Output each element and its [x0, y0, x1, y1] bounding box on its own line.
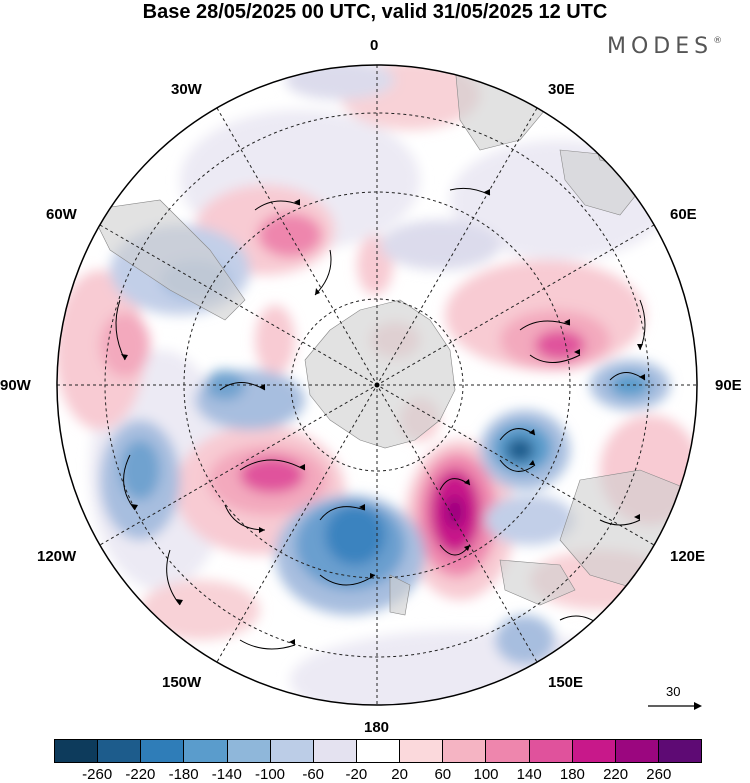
colorbar-tick-label: 220: [603, 766, 629, 783]
colorbar-tick-label: 180: [559, 766, 585, 783]
map-title: Base 28/05/2025 00 UTC, valid 31/05/2025…: [142, 1, 608, 23]
modes-logo: MODES®: [607, 34, 723, 59]
lon-label-0: 0: [370, 37, 379, 54]
reference-vector-arrow: [648, 702, 702, 710]
lon-label-180: 180: [364, 719, 390, 736]
colorbar-tick-label: -220: [125, 766, 156, 783]
lon-label-90w: 90W: [0, 377, 31, 394]
colorbar-tick-label: -260: [82, 766, 113, 783]
colorbar: [54, 739, 702, 763]
colorbar-tick-label: -60: [302, 766, 325, 783]
colorbar-tick-label: -180: [168, 766, 199, 783]
south-pole-marker: [374, 382, 380, 388]
colorbar-swatch: [572, 740, 616, 762]
anomaly-field: [57, 65, 697, 705]
colorbar-tick-label: 140: [516, 766, 542, 783]
reference-vector-label: 30: [666, 684, 681, 699]
colorbar-tick-label: -100: [254, 766, 286, 783]
colorbar-tick-label: -140: [211, 766, 242, 783]
lon-label-30e: 30E: [548, 81, 575, 98]
lon-label-150e: 150E: [548, 674, 584, 691]
colorbar-swatch: [529, 740, 573, 762]
colorbar-swatch: [400, 740, 444, 762]
lon-label-60e: 60E: [670, 206, 697, 223]
colorbar-swatch: [615, 740, 659, 762]
colorbar-swatch: [141, 740, 185, 762]
colorbar-tick-label: -20: [345, 766, 368, 783]
lon-label-60w: 60W: [46, 206, 77, 223]
colorbar-swatch: [184, 740, 228, 762]
lon-label-30w: 30W: [171, 81, 202, 98]
colorbar-swatch: [356, 740, 401, 762]
colorbar-tick-label: 100: [473, 766, 499, 783]
colorbar-swatch: [98, 740, 142, 762]
colorbar-tick-label: 20: [391, 766, 408, 783]
colorbar-swatch: [658, 740, 702, 762]
map-boundary: [56, 64, 698, 706]
lon-label-150w: 150W: [162, 674, 202, 691]
colorbar-swatch: [443, 740, 487, 762]
colorbar-tick-label: 60: [434, 766, 452, 783]
colorbar-swatch: [227, 740, 271, 762]
lon-label-120e: 120E: [670, 548, 706, 565]
colorbar-swatch: [270, 740, 314, 762]
lon-label-90e: 90E: [715, 377, 742, 394]
colorbar-swatch: [313, 740, 357, 762]
colorbar-swatch: [55, 740, 99, 762]
lon-label-120w: 120W: [37, 548, 77, 565]
colorbar-tick-label: 260: [646, 766, 672, 783]
colorbar-swatch: [486, 740, 530, 762]
